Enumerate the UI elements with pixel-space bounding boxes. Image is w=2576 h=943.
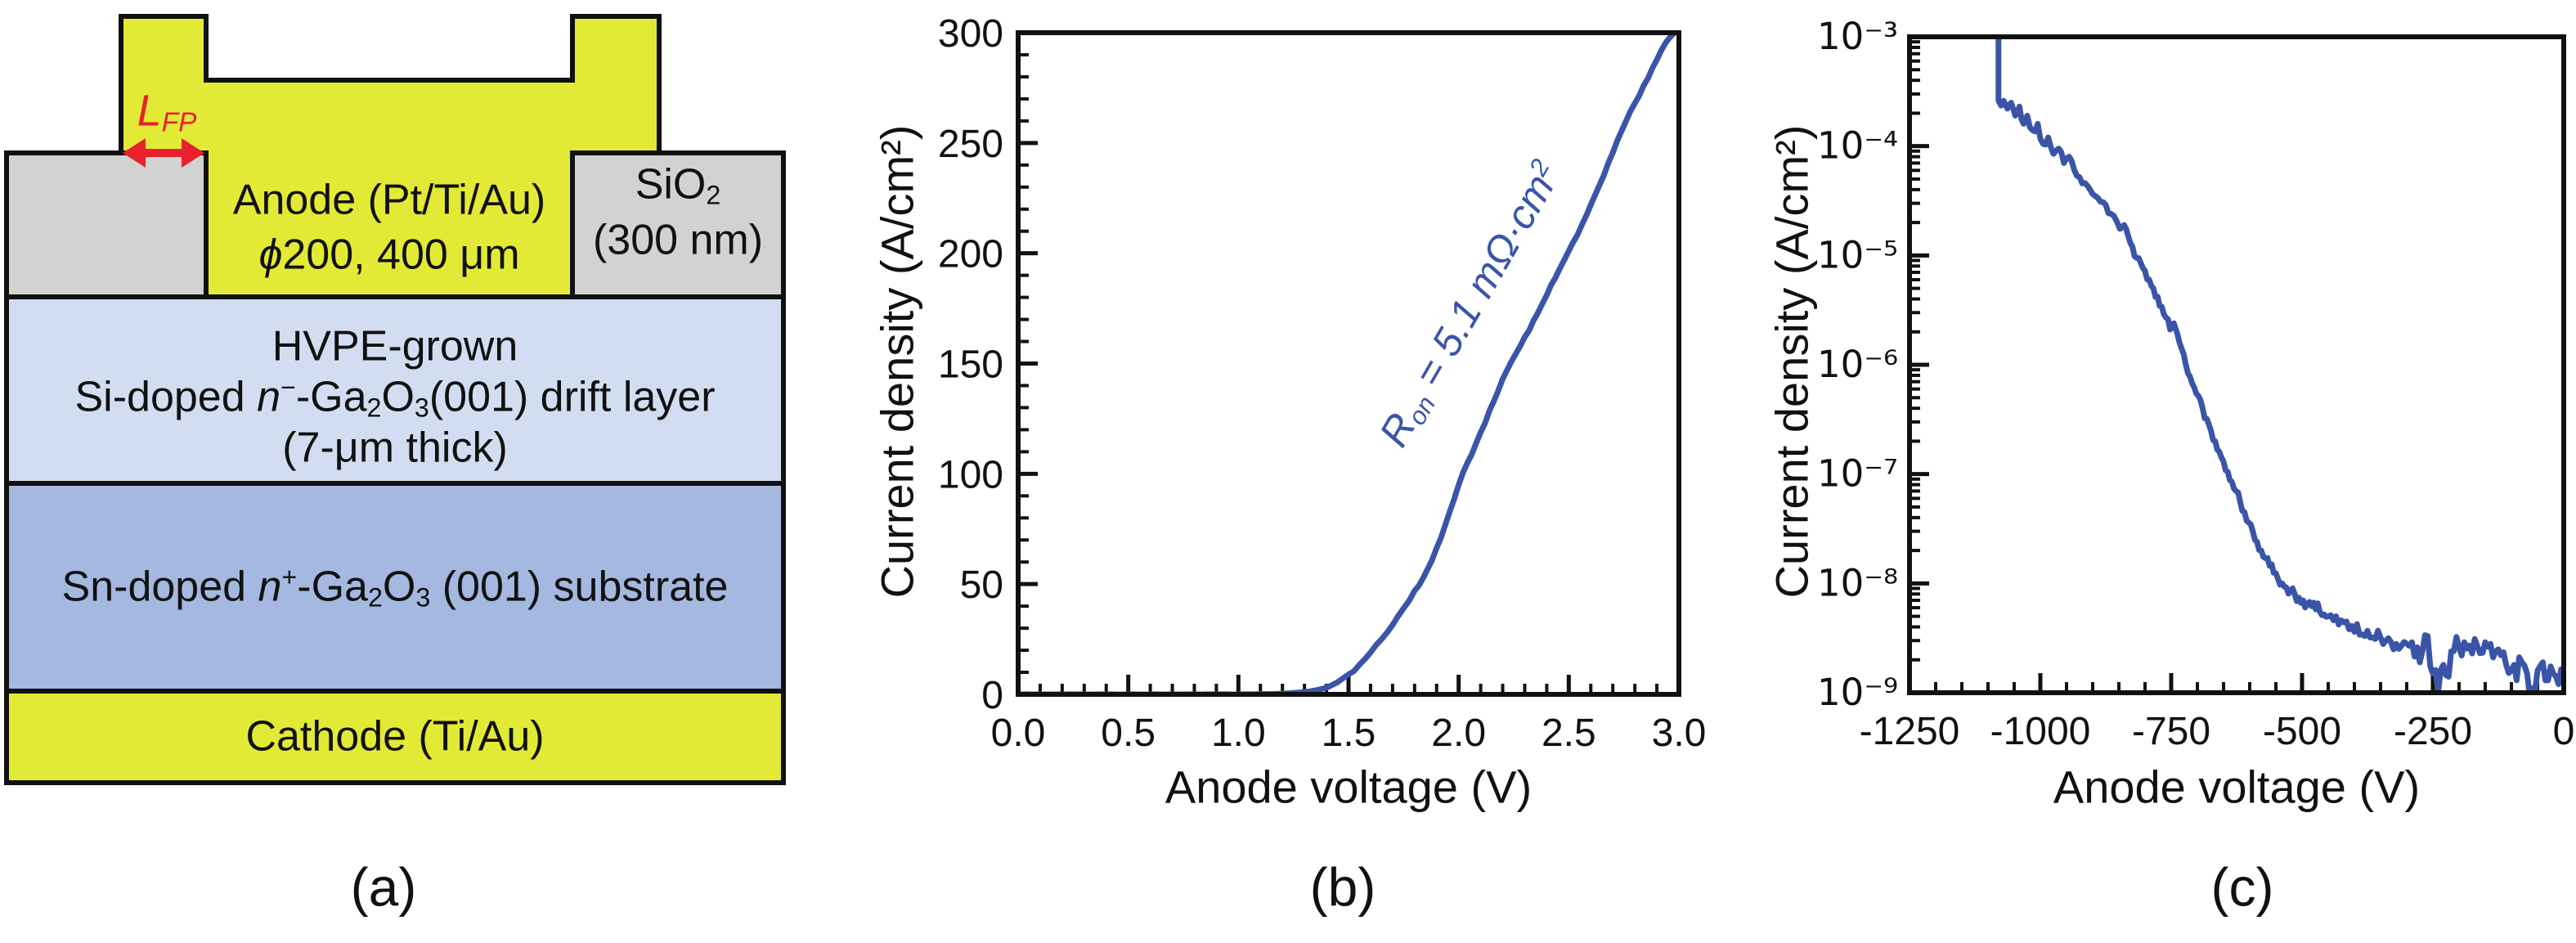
- y-tick-label: 250: [938, 123, 1003, 166]
- chart-b-x-axis-title: Anode voltage (V): [1165, 761, 1533, 813]
- forward-iv-chart: 0.0 0.5 1.0 1.5 2.0 2.5 3.0 0 50 100 150 200 250 300: [938, 12, 1706, 755]
- y-tick-label: 10⁻⁵: [1817, 233, 1898, 276]
- chart-c-y-axis-title: Current density (A/cm²): [1766, 124, 1818, 599]
- y-tick-label: 10⁻⁶: [1817, 343, 1898, 386]
- x-tick-label: 0.5: [1101, 712, 1156, 755]
- x-tick-label: -750: [2132, 710, 2210, 753]
- cathode-label: Cathode (Ti/Au): [245, 712, 545, 761]
- chart-b-y-axis-title: Current density (A/cm²): [871, 124, 923, 599]
- anode-field-plate-region: [119, 14, 662, 299]
- x-tick-label: 2.5: [1542, 712, 1596, 755]
- reverse-iv-chart: -1250 -1000 -750 -500 -250 0 10⁻³ 10⁻⁴ 10⁻⁵ 10⁻⁶ 1…: [1817, 15, 2574, 753]
- x-tick-label: 3.0: [1652, 712, 1707, 755]
- y-tick-label: 50: [960, 564, 1003, 607]
- y-tick-label: 100: [938, 453, 1003, 496]
- x-tick-label: 0.0: [991, 712, 1046, 755]
- x-tick-label: 2.0: [1431, 712, 1486, 755]
- data-curve-c: [1995, 37, 2564, 693]
- drift-layer-region: [4, 294, 786, 486]
- drift-label-line2: Si-doped n−-Ga2O3(001) drift layer: [74, 372, 716, 423]
- substrate-label: Sn-doped n+-Ga2O3 (001) substrate: [61, 562, 729, 613]
- panel-a-label: (a): [350, 856, 417, 918]
- sio2-left-region: [4, 150, 209, 299]
- x-tick-label: 1.0: [1211, 712, 1266, 755]
- lfp-label: LFP: [137, 86, 197, 139]
- anode-label-line2: ϕ200, 400 μm: [258, 231, 520, 279]
- y-tick-label: 10⁻³: [1817, 15, 1898, 58]
- y-tick-label: 300: [938, 12, 1003, 56]
- panel-c-label: (c): [2210, 856, 2274, 918]
- panel-b-label: (b): [1309, 856, 1376, 918]
- substrate-region: [4, 481, 786, 694]
- y-tick-label: 10⁻⁹: [1817, 671, 1898, 714]
- drift-label-line3: (7-μm thick): [282, 424, 508, 472]
- plot-frame-b: [1016, 30, 1681, 697]
- y-tick-label: 10⁻⁸: [1817, 561, 1898, 604]
- data-curve-b: [1018, 33, 1678, 694]
- cathode-region: [4, 689, 786, 785]
- y-tick-label: 200: [938, 233, 1003, 276]
- sio2-right-region: [570, 150, 786, 299]
- x-tick-label: 0: [2553, 710, 2575, 753]
- sio2-label-line2: (300 nm): [592, 216, 764, 264]
- x-tick-label: -500: [2263, 710, 2341, 753]
- plot-frame-c: [1907, 34, 2566, 695]
- x-tick-label: 1.5: [1322, 712, 1376, 755]
- x-tick-label: -1250: [1860, 710, 1960, 753]
- y-tick-label: 150: [938, 344, 1003, 387]
- chart-c-x-axis-title: Anode voltage (V): [2053, 761, 2421, 813]
- x-tick-label: -1000: [1990, 710, 2091, 753]
- lfp-dimension-arrow: [123, 138, 204, 168]
- anode-label-line1: Anode (Pt/Ti/Au): [232, 176, 546, 224]
- y-tick-label: 10⁻⁴: [1817, 124, 1898, 168]
- x-tick-label: -250: [2394, 710, 2472, 753]
- sio2-label-line1: SiO2: [635, 160, 721, 210]
- device-cross-section: [4, 14, 786, 785]
- y-tick-label: 10⁻⁷: [1817, 452, 1898, 496]
- y-tick-label: 0: [981, 674, 1003, 717]
- drift-label-line1: HVPE-grown: [272, 322, 518, 370]
